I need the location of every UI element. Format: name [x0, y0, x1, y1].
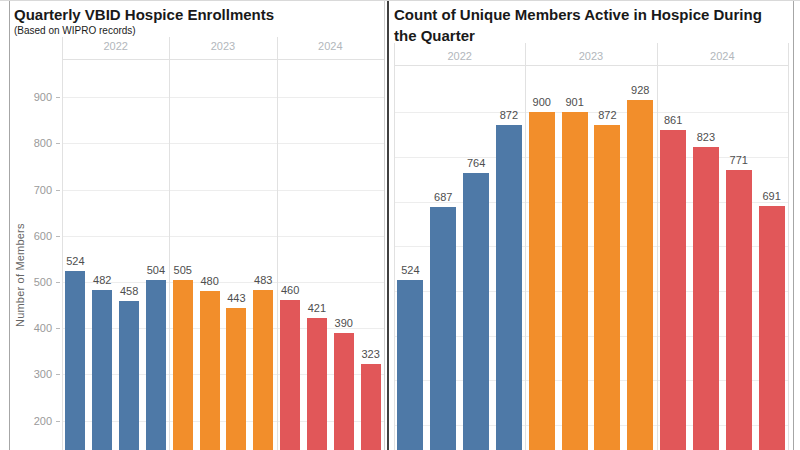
bar-value-label: 524 — [389, 264, 431, 276]
right-border-line — [793, 1, 794, 450]
bar[interactable] — [529, 112, 555, 450]
pane-separator — [657, 43, 658, 450]
bar-value-label: 771 — [718, 154, 760, 166]
plot-right-border — [788, 43, 789, 450]
bar-value-label: 861 — [652, 114, 694, 126]
bar-value-label: 872 — [488, 109, 530, 121]
bar-value-label: 901 — [554, 96, 596, 108]
bar[interactable] — [726, 170, 752, 450]
bar-value-label: 764 — [455, 157, 497, 169]
bar[interactable] — [463, 173, 489, 450]
bar[interactable] — [496, 125, 522, 450]
bar[interactable] — [627, 100, 653, 450]
year-header-2022[interactable]: 2022 — [394, 50, 525, 62]
plot-top-border — [394, 65, 788, 66]
bar[interactable] — [562, 112, 588, 450]
chart-title: Count of Unique Members Active in Hospic… — [394, 4, 786, 46]
year-header-2024[interactable]: 2024 — [657, 50, 788, 62]
bar-value-label: 691 — [751, 190, 793, 202]
bar[interactable] — [397, 280, 423, 450]
bar-value-label: 823 — [685, 131, 727, 143]
bar[interactable] — [693, 147, 719, 450]
bar-value-label: 928 — [619, 84, 661, 96]
bar[interactable] — [430, 207, 456, 450]
year-header-2023[interactable]: 2023 — [525, 50, 656, 62]
bar[interactable] — [594, 125, 620, 450]
bar[interactable] — [759, 206, 785, 450]
plot-left-border — [394, 43, 395, 450]
chart-unique-members: Count of Unique Members Active in Hospic… — [0, 1, 800, 450]
bar-value-label: 872 — [586, 109, 628, 121]
hospice-dashboard: Quarterly VBID Hospice Enrollments (Base… — [0, 0, 800, 450]
bar-value-label: 687 — [422, 191, 464, 203]
bar[interactable] — [660, 130, 686, 450]
